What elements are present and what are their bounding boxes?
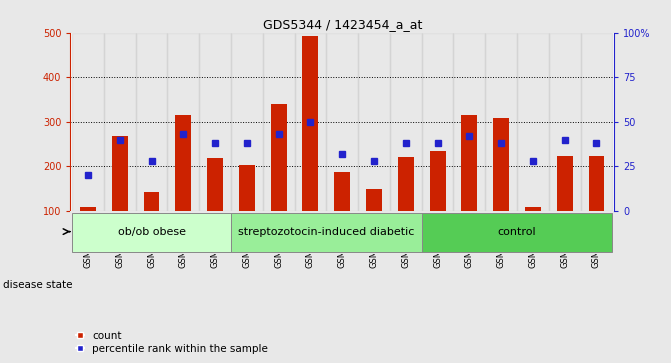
Bar: [398, 158, 414, 211]
Bar: [231, 213, 421, 252]
Bar: [390, 33, 421, 211]
Bar: [72, 33, 104, 211]
Bar: [366, 189, 382, 211]
Bar: [525, 207, 541, 211]
Bar: [493, 118, 509, 211]
Bar: [517, 33, 549, 211]
Bar: [263, 33, 295, 211]
Bar: [199, 33, 231, 211]
Text: streptozotocin-induced diabetic: streptozotocin-induced diabetic: [238, 227, 415, 237]
Bar: [549, 33, 580, 211]
Bar: [303, 36, 318, 211]
Bar: [429, 151, 446, 211]
Bar: [112, 136, 127, 211]
Bar: [295, 33, 326, 211]
Bar: [80, 207, 96, 211]
Bar: [167, 33, 199, 211]
Bar: [462, 115, 477, 211]
Bar: [104, 33, 136, 211]
Bar: [136, 33, 167, 211]
Text: disease state: disease state: [3, 280, 73, 290]
Bar: [358, 33, 390, 211]
Title: GDS5344 / 1423454_a_at: GDS5344 / 1423454_a_at: [262, 19, 422, 32]
Text: control: control: [498, 227, 536, 237]
Bar: [421, 33, 454, 211]
Bar: [588, 156, 605, 211]
Bar: [454, 33, 485, 211]
Bar: [421, 213, 613, 252]
Bar: [485, 33, 517, 211]
Bar: [326, 33, 358, 211]
Legend: count, percentile rank within the sample: count, percentile rank within the sample: [76, 331, 268, 354]
Bar: [72, 213, 231, 252]
Bar: [175, 115, 191, 211]
Bar: [557, 156, 572, 211]
Text: ob/ob obese: ob/ob obese: [117, 227, 185, 237]
Bar: [270, 104, 287, 211]
Bar: [334, 172, 350, 211]
Bar: [207, 158, 223, 211]
Bar: [231, 33, 263, 211]
Bar: [239, 165, 255, 211]
Bar: [144, 192, 160, 211]
Bar: [580, 33, 613, 211]
